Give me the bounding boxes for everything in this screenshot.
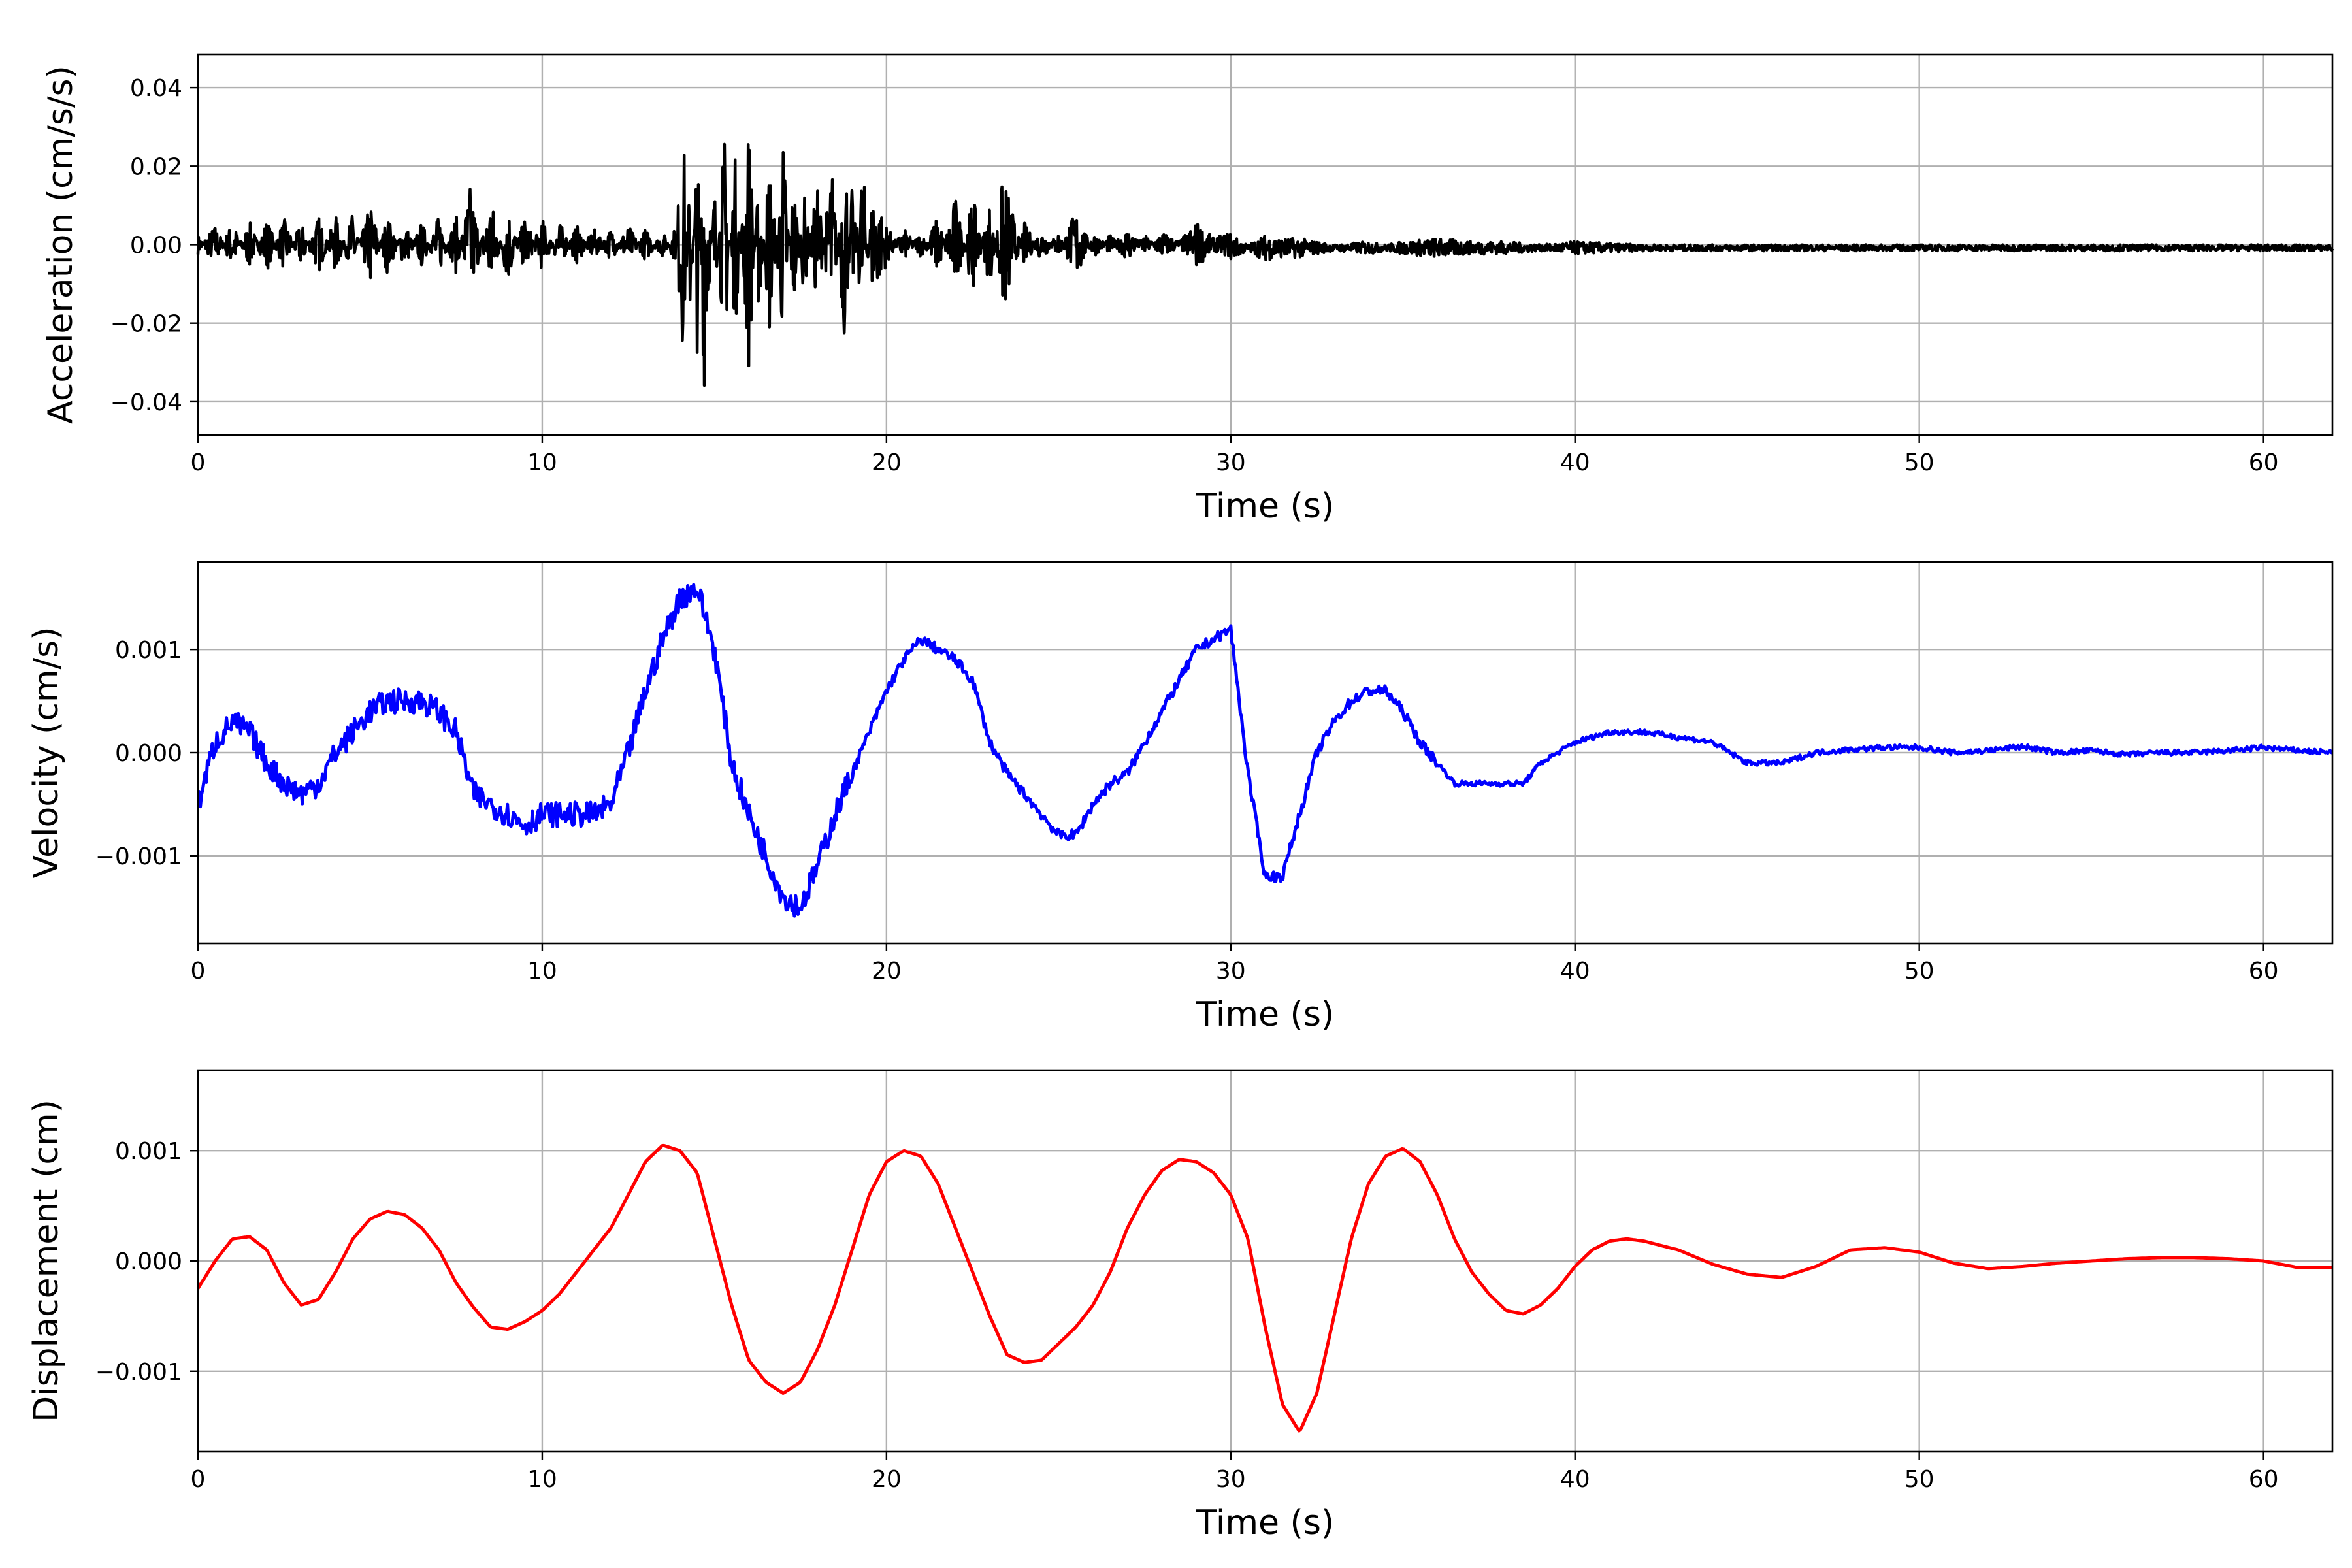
displacement-series-line xyxy=(196,1143,2332,1433)
velocity-ticks: 0 10 20 30 40 50 60 0.001 0.000 −0.001 xyxy=(95,637,2279,985)
displacement-y-tick-label: −0.001 xyxy=(95,1359,182,1386)
displacement-panel: 0 10 20 30 40 50 60 0.001 0.000 −0.001 Time (s) D… xyxy=(27,1069,2334,1543)
acceleration-x-tick-label: 20 xyxy=(872,449,902,476)
acceleration-series-line xyxy=(196,142,2334,387)
displacement-x-tick-label: 40 xyxy=(1560,1466,1590,1493)
acceleration-panel: 0 10 20 30 40 50 60 0.04 0.02 0.00 −0.02 −0.04 Time… xyxy=(41,53,2334,526)
velocity-x-tick-label: 20 xyxy=(872,958,902,985)
displacement-x-axis-title: Time (s) xyxy=(1196,1503,1334,1543)
velocity-x-tick-label: 50 xyxy=(1904,958,1935,985)
velocity-y-tick-label: −0.001 xyxy=(95,843,182,870)
velocity-series-line xyxy=(197,583,2334,918)
acceleration-y-tick-label: −0.02 xyxy=(110,311,182,338)
velocity-x-tick-label: 40 xyxy=(1560,958,1590,985)
acceleration-x-tick-label: 0 xyxy=(191,449,206,476)
velocity-panel: 0 10 20 30 40 50 60 0.001 0.000 −0.001 Time (s) V… xyxy=(27,561,2334,1034)
velocity-y-tick-label: 0.001 xyxy=(115,637,182,664)
displacement-x-tick-label: 30 xyxy=(1216,1466,1246,1493)
acceleration-x-tick-label: 10 xyxy=(527,449,557,476)
velocity-x-tick-label: 10 xyxy=(527,958,557,985)
displacement-x-tick-label: 20 xyxy=(872,1466,902,1493)
displacement-ticks: 0 10 20 30 40 50 60 0.001 0.000 −0.001 xyxy=(95,1138,2279,1493)
acceleration-x-tick-label: 60 xyxy=(2249,449,2279,476)
velocity-series xyxy=(197,583,2334,918)
acceleration-y-tick-label: −0.04 xyxy=(110,389,182,416)
displacement-x-tick-label: 10 xyxy=(527,1466,557,1493)
velocity-y-tick-label: 0.000 xyxy=(115,740,182,767)
displacement-grid xyxy=(198,1070,2332,1452)
acceleration-x-axis-title: Time (s) xyxy=(1196,487,1334,526)
displacement-x-tick-label: 60 xyxy=(2249,1466,2279,1493)
velocity-x-tick-label: 0 xyxy=(191,958,206,985)
displacement-series xyxy=(196,1143,2332,1433)
acceleration-ticks: 0 10 20 30 40 50 60 0.04 0.02 0.00 −0.02 −0.04 xyxy=(110,75,2279,476)
velocity-x-tick-label: 60 xyxy=(2249,958,2279,985)
acceleration-y-tick-label: 0.00 xyxy=(130,233,182,259)
velocity-x-tick-label: 30 xyxy=(1216,958,1246,985)
displacement-y-axis-title: Displacement (cm) xyxy=(27,1100,66,1422)
displacement-x-tick-label: 0 xyxy=(191,1466,206,1493)
acceleration-y-tick-label: 0.04 xyxy=(130,75,182,102)
acceleration-y-axis-title: Acceleration (cm/s/s) xyxy=(41,65,80,424)
acceleration-series xyxy=(196,142,2334,387)
acceleration-y-tick-label: 0.02 xyxy=(130,154,182,180)
velocity-x-axis-title: Time (s) xyxy=(1196,995,1334,1034)
acceleration-x-tick-label: 50 xyxy=(1904,449,1935,476)
acceleration-x-tick-label: 40 xyxy=(1560,449,1590,476)
displacement-y-tick-label: 0.001 xyxy=(115,1138,182,1165)
displacement-y-tick-label: 0.000 xyxy=(115,1249,182,1275)
displacement-x-tick-label: 50 xyxy=(1904,1466,1935,1493)
acceleration-x-tick-label: 30 xyxy=(1216,449,1246,476)
velocity-y-axis-title: Velocity (cm/s) xyxy=(27,627,66,879)
